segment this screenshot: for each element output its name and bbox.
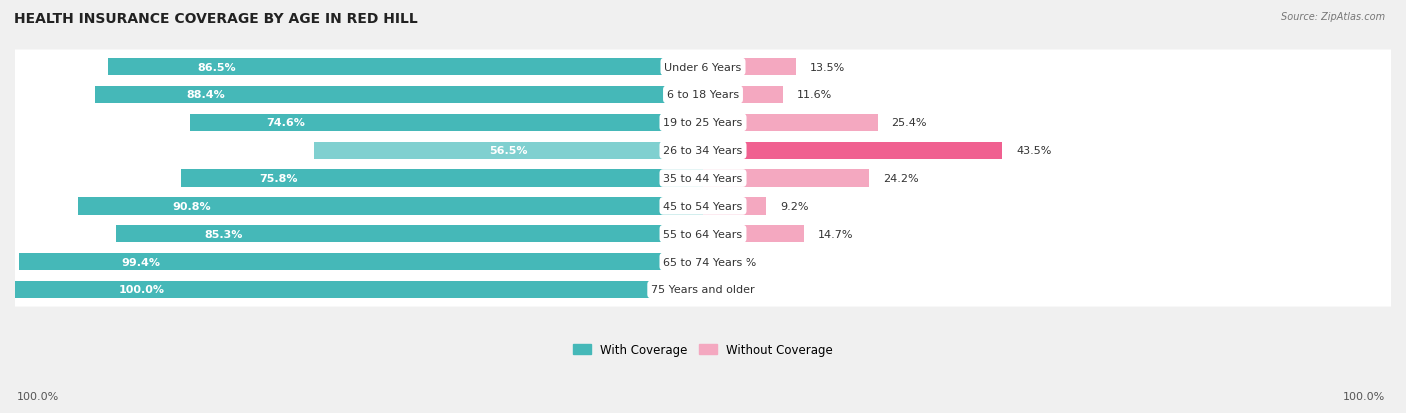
Bar xyxy=(703,253,707,271)
Text: 56.5%: 56.5% xyxy=(489,146,527,156)
FancyBboxPatch shape xyxy=(13,245,1393,279)
Text: 43.5%: 43.5% xyxy=(1017,146,1052,156)
Bar xyxy=(20,253,703,271)
Text: 24.2%: 24.2% xyxy=(883,173,920,184)
Text: 11.6%: 11.6% xyxy=(797,90,832,100)
Text: 14.7%: 14.7% xyxy=(818,229,853,239)
FancyBboxPatch shape xyxy=(13,273,1393,307)
Text: 74.6%: 74.6% xyxy=(267,118,305,128)
Bar xyxy=(79,198,703,215)
Text: 25.4%: 25.4% xyxy=(891,118,927,128)
Bar xyxy=(117,225,703,243)
Text: 35 to 44 Years: 35 to 44 Years xyxy=(664,173,742,184)
FancyBboxPatch shape xyxy=(13,50,1393,85)
Bar xyxy=(94,87,703,104)
Text: 90.8%: 90.8% xyxy=(172,202,211,211)
Text: 55 to 64 Years: 55 to 64 Years xyxy=(664,229,742,239)
Text: 26 to 34 Years: 26 to 34 Years xyxy=(664,146,742,156)
Text: 9.2%: 9.2% xyxy=(780,202,808,211)
Text: Source: ZipAtlas.com: Source: ZipAtlas.com xyxy=(1281,12,1385,22)
Text: 65 to 74 Years: 65 to 74 Years xyxy=(664,257,742,267)
Bar xyxy=(703,170,869,187)
FancyBboxPatch shape xyxy=(13,134,1393,168)
Text: 88.4%: 88.4% xyxy=(186,90,225,100)
Bar xyxy=(108,59,703,76)
Text: 86.5%: 86.5% xyxy=(197,62,236,72)
Text: 45 to 54 Years: 45 to 54 Years xyxy=(664,202,742,211)
Legend: With Coverage, Without Coverage: With Coverage, Without Coverage xyxy=(568,338,838,361)
FancyBboxPatch shape xyxy=(13,161,1393,196)
Bar xyxy=(15,281,703,298)
Text: 6 to 18 Years: 6 to 18 Years xyxy=(666,90,740,100)
Text: 13.5%: 13.5% xyxy=(810,62,845,72)
Text: 19 to 25 Years: 19 to 25 Years xyxy=(664,118,742,128)
Bar xyxy=(190,114,703,132)
Text: 0.0%: 0.0% xyxy=(717,285,745,295)
FancyBboxPatch shape xyxy=(13,189,1393,223)
Text: HEALTH INSURANCE COVERAGE BY AGE IN RED HILL: HEALTH INSURANCE COVERAGE BY AGE IN RED … xyxy=(14,12,418,26)
Bar xyxy=(181,170,703,187)
FancyBboxPatch shape xyxy=(13,78,1393,112)
Text: 0.63%: 0.63% xyxy=(721,257,756,267)
Bar xyxy=(315,142,703,159)
Text: 100.0%: 100.0% xyxy=(1343,391,1385,401)
FancyBboxPatch shape xyxy=(13,106,1393,140)
Bar xyxy=(703,225,804,243)
Bar xyxy=(703,198,766,215)
Bar xyxy=(703,142,1002,159)
Bar xyxy=(703,114,877,132)
FancyBboxPatch shape xyxy=(13,217,1393,251)
Text: 100.0%: 100.0% xyxy=(118,285,165,295)
Text: 75.8%: 75.8% xyxy=(260,173,298,184)
Bar xyxy=(703,59,796,76)
Text: 99.4%: 99.4% xyxy=(122,257,160,267)
Text: 100.0%: 100.0% xyxy=(17,391,59,401)
Text: 75 Years and older: 75 Years and older xyxy=(651,285,755,295)
Text: 85.3%: 85.3% xyxy=(204,229,243,239)
Text: Under 6 Years: Under 6 Years xyxy=(665,62,741,72)
Bar xyxy=(703,87,783,104)
